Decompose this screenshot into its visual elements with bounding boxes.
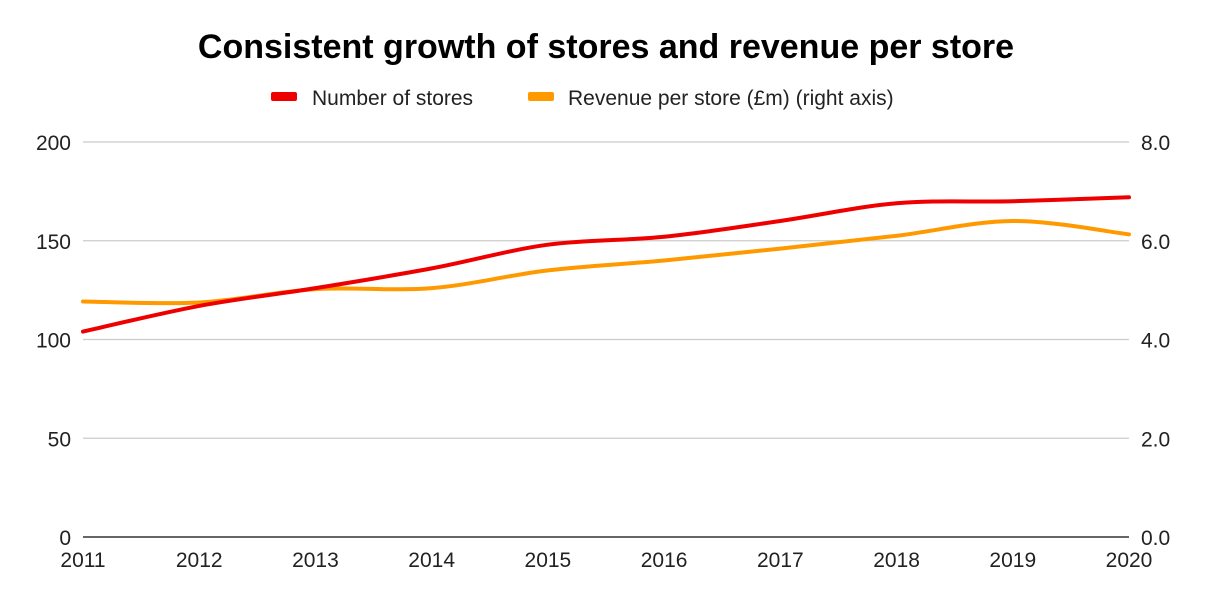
y-tick-left-label: 100 [36,330,71,353]
x-tick-label: 2018 [873,549,920,572]
y-tick-left-label: 150 [36,231,71,254]
legend-label-revenue-per-store: Revenue per store (£m) (right axis) [568,87,894,110]
x-tick-label: 2014 [408,549,455,572]
y-axis-left: 0 50 100 150 200 [36,132,71,550]
x-tick-label: 2011 [60,549,105,572]
x-axis: 2011 2012 2013 2014 2015 2016 2017 2018 2019 2020 [60,549,1152,572]
x-tick-label: 2019 [989,549,1036,572]
legend: Number of stores Revenue per store (£m) … [271,87,894,110]
series-line-number-of-stores [81,195,1131,334]
x-tick-label: 2015 [525,549,572,572]
x-tick-label: 2016 [641,549,688,572]
y-tick-left-label: 50 [48,428,71,451]
y-tick-left-label: 200 [36,132,71,155]
y-tick-left-label: 0 [59,527,71,550]
gridlines [83,141,1129,538]
series-line-revenue-per-store [81,218,1131,306]
legend-swatch-revenue-per-store [528,92,554,101]
x-tick-label: 2017 [757,549,804,572]
series-layer [81,195,1131,334]
legend-swatch-number-of-stores [271,92,297,101]
x-tick-label: 2020 [1106,549,1153,572]
y-tick-right-label: 8.0 [1141,132,1170,155]
x-tick-label: 2012 [176,549,223,572]
y-tick-right-label: 4.0 [1141,330,1170,353]
chart-title: Consistent growth of stores and revenue … [198,28,1014,66]
y-tick-right-label: 0.0 [1141,527,1170,550]
y-tick-right-label: 2.0 [1141,428,1170,451]
x-tick-label: 2013 [292,549,339,572]
y-axis-right: 0.0 2.0 4.0 6.0 8.0 [1141,132,1170,550]
y-tick-right-label: 6.0 [1141,231,1170,254]
legend-label-number-of-stores: Number of stores [312,87,473,110]
